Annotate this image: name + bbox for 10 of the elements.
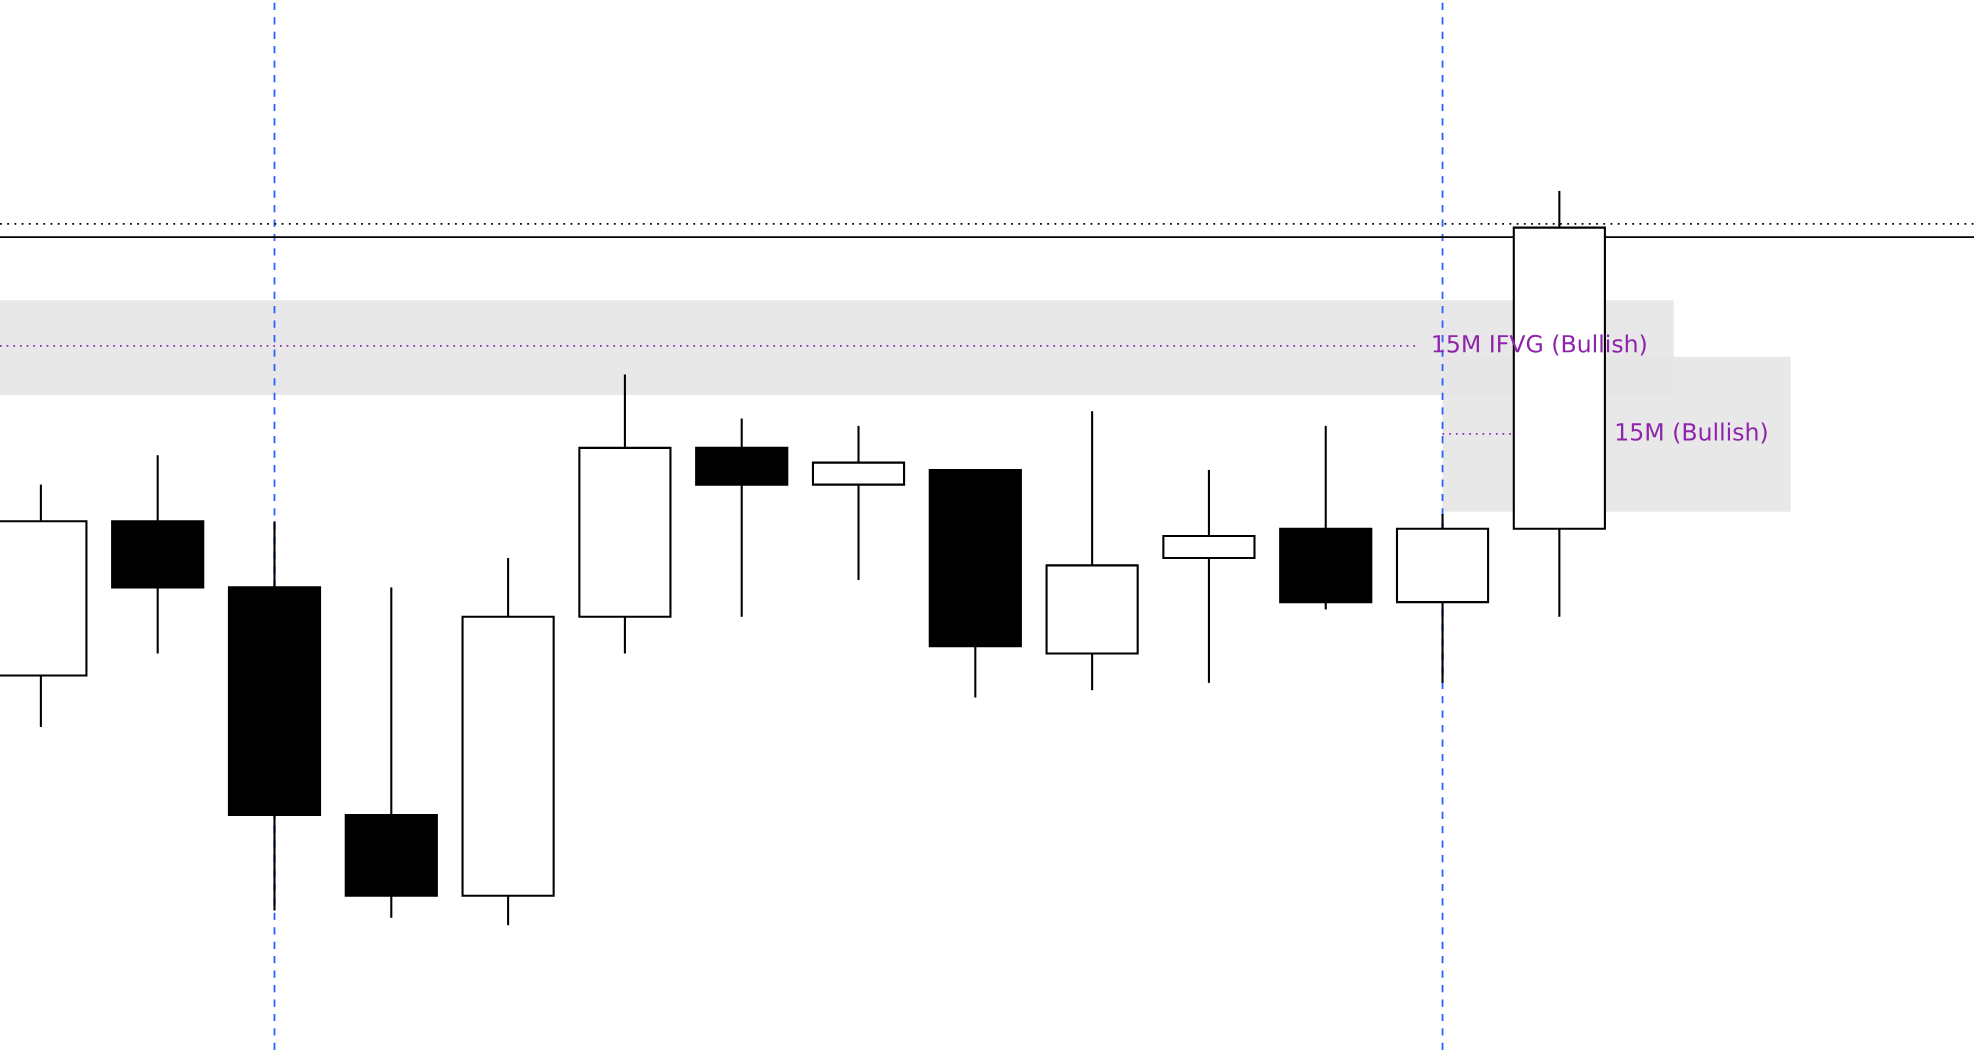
candlestick (811, 424, 906, 582)
band-label: 15M (Bullish) (1616, 422, 1767, 444)
candlestick (344, 586, 438, 919)
candlestick (695, 417, 789, 618)
candlestick (1045, 410, 1139, 692)
candlestick (1395, 512, 1490, 684)
candlestick (1162, 468, 1256, 684)
candlestick (578, 373, 672, 655)
candlestick (111, 454, 205, 655)
candlestick (461, 557, 555, 927)
